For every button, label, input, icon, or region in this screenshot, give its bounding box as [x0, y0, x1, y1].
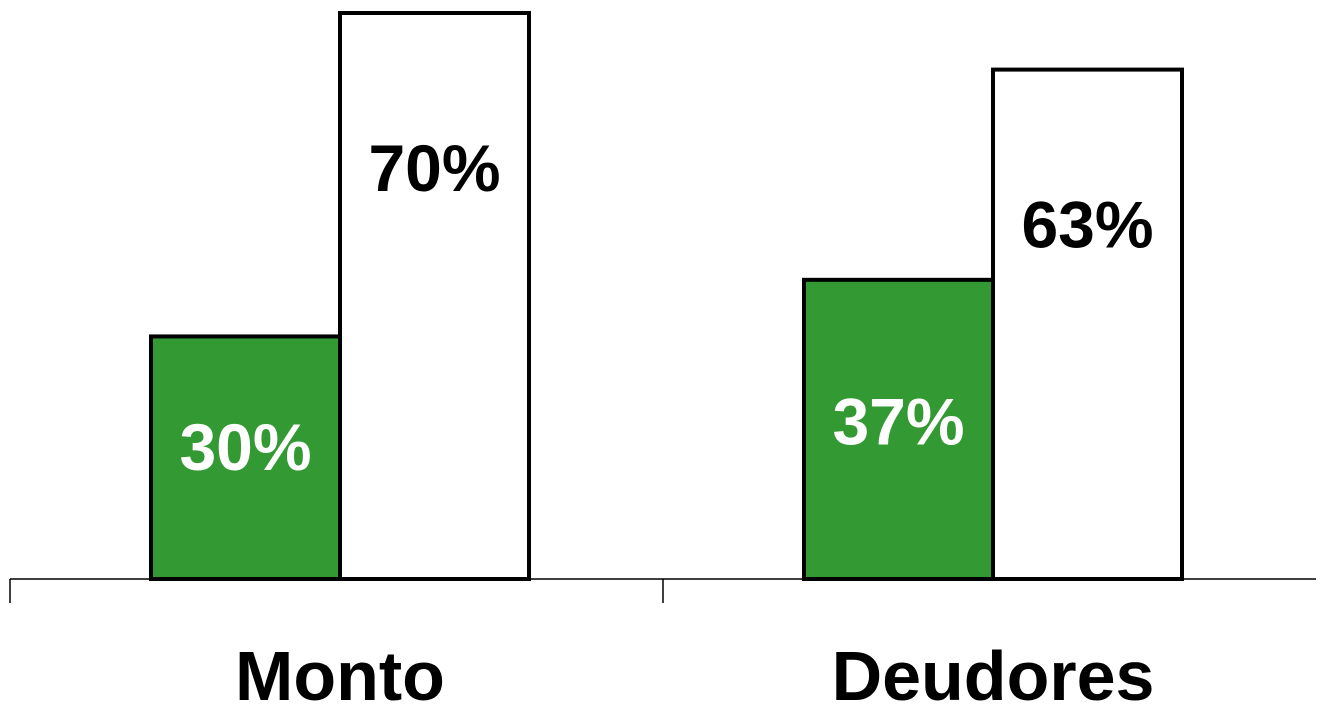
bars-layer [149, 11, 1184, 581]
category-labels-layer: Monto Deudores [235, 637, 1154, 706]
category-label-deudores: Deudores [832, 637, 1155, 706]
value-label-deudores-series-2: 63% [1021, 188, 1153, 262]
value-label-monto-series-2: 70% [368, 131, 500, 205]
value-label-deudores-series-1: 37% [832, 384, 964, 458]
value-label-monto-series-1: 30% [179, 410, 311, 484]
category-label-monto: Monto [235, 637, 445, 706]
bar-deudores-series-1 [802, 277, 995, 581]
bar-monto-series-1 [149, 334, 342, 581]
x-axis [9, 578, 1316, 603]
value-labels-layer: 30% 70% 37% 63% [179, 131, 1153, 484]
bar-monto-series-2 [338, 11, 531, 581]
bar-deudores-series-2 [991, 67, 1184, 581]
